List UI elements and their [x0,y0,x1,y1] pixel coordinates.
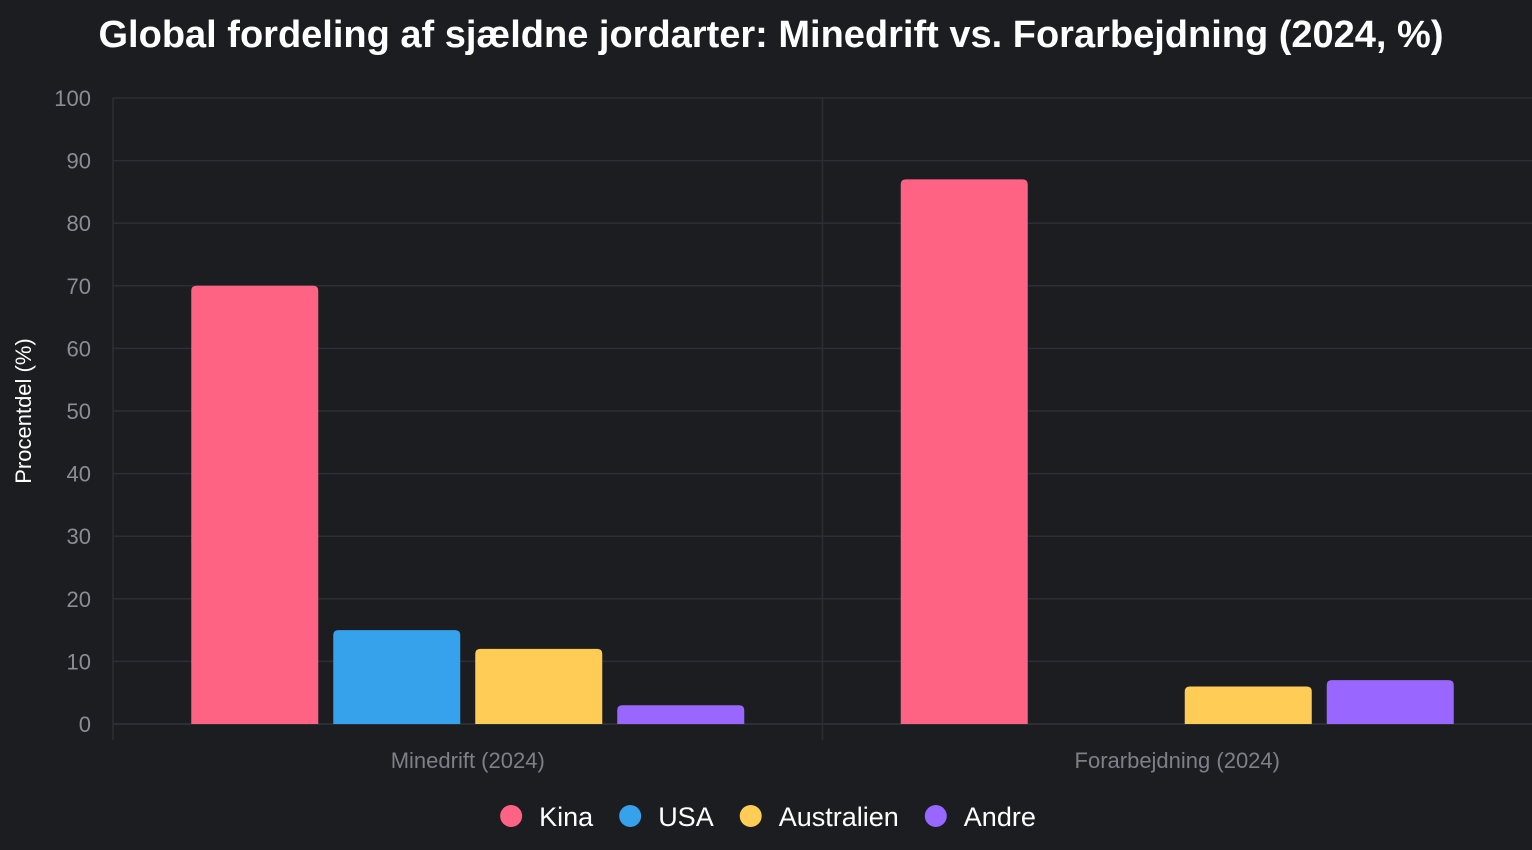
bar-andre-0[interactable] [617,705,745,724]
y-tick-label: 40 [67,462,91,487]
legend-label: Australien [779,802,899,832]
y-tick-label: 10 [67,649,91,674]
bar-australien-1[interactable] [1184,686,1312,724]
y-tick-label: 20 [67,587,91,612]
y-tick-label: 70 [67,274,91,299]
bar-kina-1[interactable] [900,179,1028,724]
bar-andre-1[interactable] [1326,680,1454,724]
legend-item[interactable]: Kina [500,802,594,832]
legend-item[interactable]: Andre [924,802,1036,832]
chart-title: Global fordeling af sjældne jordarter: M… [99,14,1444,56]
y-tick-label: 30 [67,524,91,549]
legend-swatch [619,805,642,827]
x-category-label: Minedrift (2024) [391,748,545,773]
y-tick-label: 90 [67,149,91,174]
bar-kina-0[interactable] [191,285,319,724]
y-tick-label: 0 [79,712,91,737]
legend-item[interactable]: USA [619,802,714,832]
legend-swatch [500,805,523,827]
y-tick-label: 50 [67,399,91,424]
y-axis-label: Procentdel (%) [11,338,36,484]
y-tick-label: 100 [54,86,91,111]
legend-swatch [739,805,762,827]
legend-label: Andre [964,802,1036,832]
y-tick-label: 60 [67,336,91,361]
legend-label: USA [658,802,714,832]
legend-swatch [924,805,947,827]
x-category-label: Forarbejdning (2024) [1075,748,1280,773]
legend: Kina USA Australien Andre [500,802,1036,832]
y-tick-label: 80 [67,211,91,236]
bars [191,179,1454,724]
x-axis-categories: Minedrift (2024) Forarbejdning (2024) [391,748,1280,773]
bar-australien-0[interactable] [475,648,603,724]
legend-label: Kina [539,802,594,832]
bar-usa-0[interactable] [333,630,461,724]
grid [112,97,1532,740]
legend-item[interactable]: Australien [739,802,899,832]
y-axis-ticks: 0 10 20 30 40 50 60 70 80 90 100 [54,86,91,737]
